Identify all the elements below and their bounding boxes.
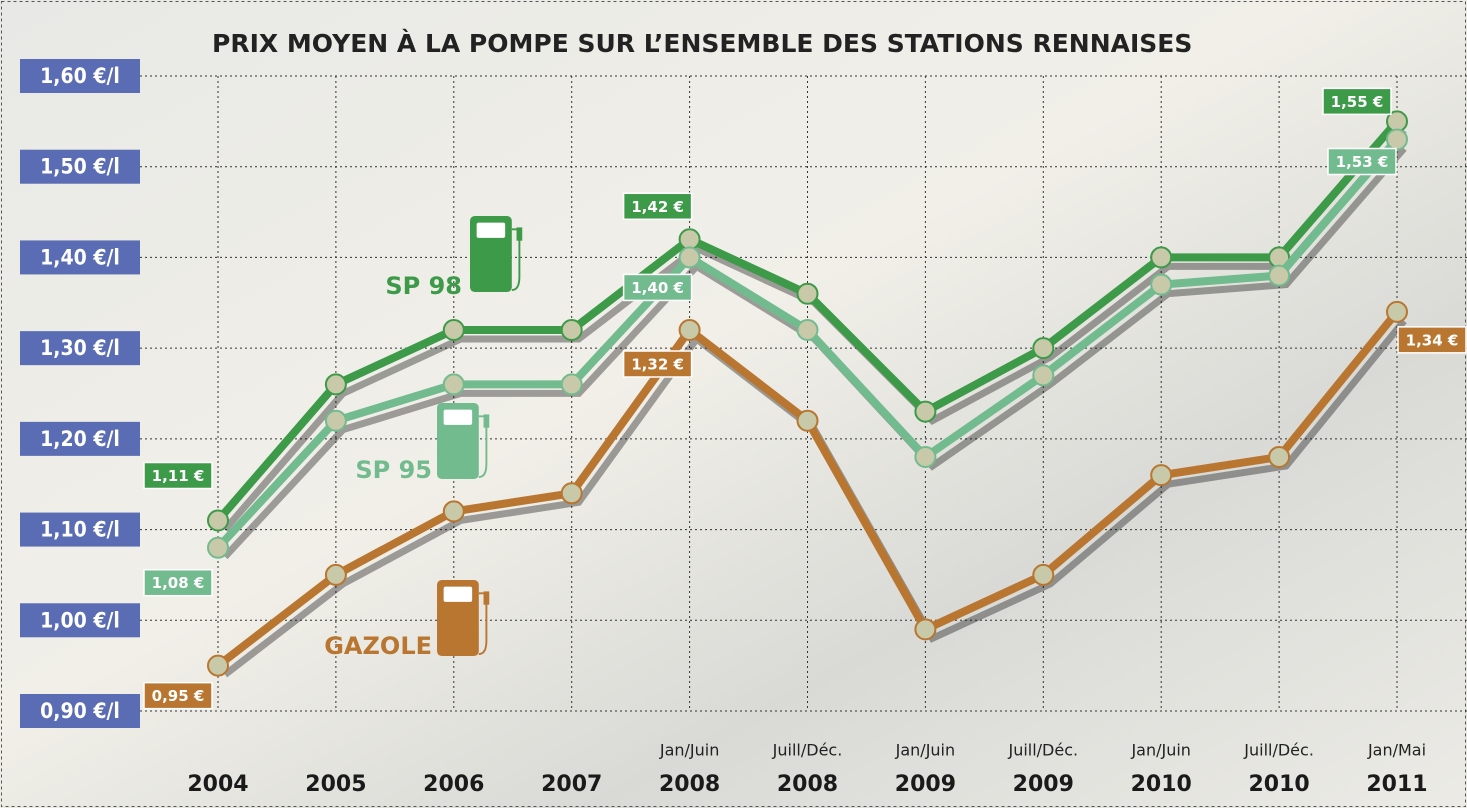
legend-label: SP 98 bbox=[385, 272, 462, 300]
value-label: 1,53 € bbox=[1336, 153, 1389, 171]
y-tick-label: 1,10 €/l bbox=[40, 518, 120, 542]
point bbox=[680, 320, 700, 340]
y-tick-label: 1,00 €/l bbox=[40, 608, 120, 632]
pump-nozzle bbox=[517, 227, 523, 240]
x-tick-label: 2009 bbox=[1013, 772, 1074, 797]
x-tick-label: 2011 bbox=[1366, 772, 1427, 797]
x-period-label: Juill/Déc. bbox=[1243, 741, 1314, 760]
x-tick-label: 2006 bbox=[423, 772, 484, 797]
point bbox=[680, 247, 700, 267]
point bbox=[208, 511, 228, 531]
point bbox=[1151, 275, 1171, 295]
y-tick-label: 1,20 €/l bbox=[40, 427, 120, 451]
point bbox=[562, 374, 582, 394]
point bbox=[1151, 465, 1171, 485]
point bbox=[798, 411, 818, 431]
point bbox=[1151, 247, 1171, 267]
background bbox=[0, 0, 1467, 808]
point bbox=[1387, 302, 1407, 322]
value-label: 1,32 € bbox=[631, 356, 684, 374]
x-period-label: Jan/Juin bbox=[895, 741, 956, 760]
x-tick-label: 2008 bbox=[777, 772, 838, 797]
value-label: 0,95 € bbox=[152, 687, 205, 705]
x-period-label: Juill/Déc. bbox=[772, 741, 843, 760]
point bbox=[798, 320, 818, 340]
x-period-label: Jan/Juin bbox=[1130, 741, 1191, 760]
point bbox=[798, 284, 818, 304]
pump-screen bbox=[443, 586, 473, 603]
point bbox=[1269, 266, 1289, 286]
value-label: 1,34 € bbox=[1406, 331, 1459, 349]
y-tick-label: 1,30 €/l bbox=[40, 336, 120, 360]
point bbox=[915, 619, 935, 639]
value-label: 1,42 € bbox=[631, 198, 684, 216]
x-tick-label: 2007 bbox=[541, 772, 602, 797]
point bbox=[326, 411, 346, 431]
point bbox=[915, 447, 935, 467]
point bbox=[1269, 447, 1289, 467]
point bbox=[444, 320, 464, 340]
x-tick-label: 2008 bbox=[659, 772, 720, 797]
value-label: 1,55 € bbox=[1331, 93, 1384, 111]
value-label: 1,11 € bbox=[152, 467, 205, 485]
point bbox=[208, 538, 228, 558]
y-tick-label: 1,60 €/l bbox=[40, 64, 120, 88]
x-tick-label: 2009 bbox=[895, 772, 956, 797]
point bbox=[562, 483, 582, 503]
pump-screen bbox=[476, 222, 506, 239]
legend-label: GAZOLE bbox=[324, 632, 432, 660]
x-period-label: Jan/Juin bbox=[659, 741, 720, 760]
value-label: 1,40 € bbox=[631, 279, 684, 297]
point bbox=[1033, 338, 1053, 358]
pump-screen bbox=[443, 409, 473, 426]
legend-label: SP 95 bbox=[355, 456, 432, 484]
chart-title: PRIX MOYEN À LA POMPE SUR L’ENSEMBLE DES… bbox=[212, 29, 1192, 58]
x-tick-label: 2004 bbox=[187, 772, 248, 797]
x-period-label: Jan/Mai bbox=[1367, 741, 1426, 760]
point bbox=[562, 320, 582, 340]
x-tick-label: 2005 bbox=[305, 772, 366, 797]
point bbox=[1387, 130, 1407, 150]
x-period-label: Juill/Déc. bbox=[1007, 741, 1078, 760]
point bbox=[915, 402, 935, 422]
point bbox=[1033, 565, 1053, 585]
point bbox=[1033, 365, 1053, 385]
pump-nozzle bbox=[484, 591, 490, 604]
x-tick-label: 2010 bbox=[1131, 772, 1192, 797]
point bbox=[444, 501, 464, 521]
point bbox=[444, 374, 464, 394]
x-tick-label: 2010 bbox=[1248, 772, 1309, 797]
point bbox=[326, 374, 346, 394]
point bbox=[680, 229, 700, 249]
y-tick-label: 0,90 €/l bbox=[40, 699, 120, 723]
value-label: 1,08 € bbox=[152, 574, 205, 592]
chart: PRIX MOYEN À LA POMPE SUR L’ENSEMBLE DES… bbox=[0, 0, 1467, 808]
point bbox=[326, 565, 346, 585]
pump-nozzle bbox=[484, 414, 490, 427]
y-tick-label: 1,40 €/l bbox=[40, 245, 120, 269]
y-tick-label: 1,50 €/l bbox=[40, 155, 120, 179]
point bbox=[208, 656, 228, 676]
